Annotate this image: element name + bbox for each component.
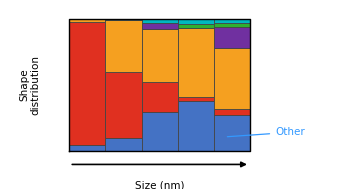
Bar [214, 27, 250, 48]
Bar [69, 145, 105, 151]
Bar [214, 109, 250, 115]
Bar [214, 19, 250, 23]
Bar [178, 24, 214, 28]
Bar [105, 138, 142, 151]
Bar [178, 97, 214, 101]
Bar [105, 72, 142, 138]
Bar [178, 28, 214, 97]
Bar [178, 101, 214, 151]
Bar [214, 23, 250, 27]
Bar [142, 82, 178, 112]
Bar [214, 115, 250, 151]
Text: Size (nm): Size (nm) [135, 180, 184, 189]
Bar [69, 22, 105, 145]
Text: Other: Other [227, 127, 305, 137]
Bar [142, 23, 178, 29]
Bar [105, 20, 142, 72]
Bar [105, 19, 142, 20]
Bar [142, 29, 178, 82]
Bar [178, 19, 214, 24]
Bar [214, 48, 250, 109]
Bar [142, 19, 178, 23]
Text: Shape
distribution: Shape distribution [19, 55, 41, 115]
Bar [69, 19, 105, 22]
Bar [142, 112, 178, 151]
